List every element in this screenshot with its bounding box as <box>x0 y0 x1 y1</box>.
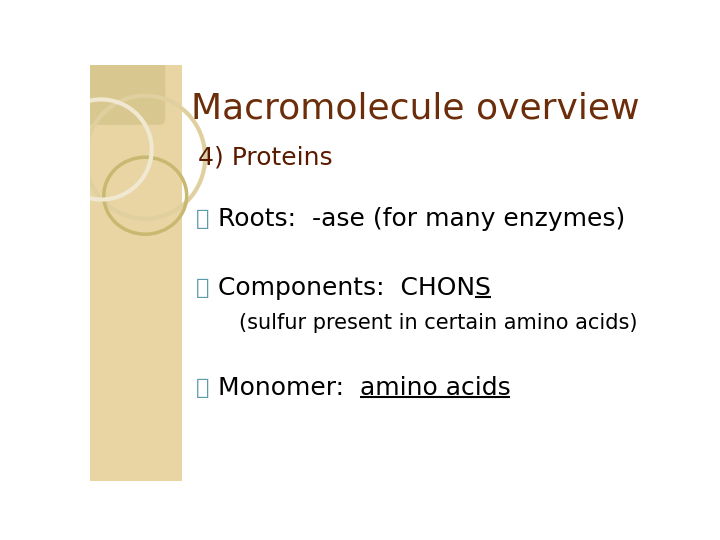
Text: Components:  CHON: Components: CHON <box>217 276 475 300</box>
Text: Roots:  -ase (for many enzymes): Roots: -ase (for many enzymes) <box>217 207 625 231</box>
Text: Macromolecule overview: Macromolecule overview <box>192 92 640 126</box>
Text: ௸: ௸ <box>196 278 210 298</box>
Text: ௸: ௸ <box>196 209 210 229</box>
Text: S: S <box>475 276 491 300</box>
Text: 4) Proteins: 4) Proteins <box>197 146 332 170</box>
FancyBboxPatch shape <box>84 59 166 125</box>
Text: Monomer:: Monomer: <box>217 376 360 400</box>
Bar <box>90 65 182 481</box>
Text: amino acids: amino acids <box>360 376 510 400</box>
Text: (sulfur present in certain amino acids): (sulfur present in certain amino acids) <box>238 313 637 333</box>
Text: ௸: ௸ <box>196 378 210 398</box>
